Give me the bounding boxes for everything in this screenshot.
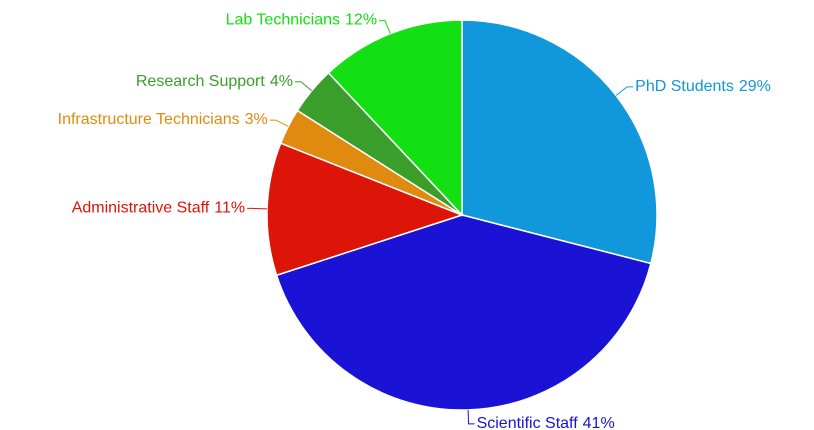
slice-category: Administrative Staff [72, 200, 210, 217]
slice-category: Lab Technicians [226, 12, 340, 29]
leader-line [269, 119, 289, 127]
leader-line [467, 409, 475, 425]
slice-category: Scientific Staff [477, 415, 579, 430]
slice-category: PhD Students [635, 78, 734, 95]
slice-category: Research Support [136, 73, 266, 90]
slice-value: 29% [739, 78, 771, 95]
slice-value: 3% [245, 111, 268, 128]
slice-value: 12% [345, 12, 377, 29]
slice-category: Infrastructure Technicians [58, 111, 240, 128]
pie-slice [266, 142, 465, 277]
leader-line [294, 81, 313, 92]
pie-slice [461, 19, 658, 265]
slice-value: 4% [270, 73, 293, 90]
leader-line [379, 20, 391, 34]
slice-label: Infrastructure Technicians 3% [58, 111, 268, 128]
pie-slice [327, 19, 463, 217]
slice-label: Scientific Staff 41% [477, 415, 615, 430]
slice-value: 41% [583, 415, 615, 430]
slice-label: Administrative Staff 11% [72, 200, 245, 217]
slice-label: Research Support 4% [136, 73, 293, 90]
slice-label: Lab Technicians 12% [226, 12, 377, 29]
slice-value: 11% [214, 200, 245, 217]
leader-line [615, 86, 634, 96]
slice-label: PhD Students 29% [635, 78, 771, 95]
